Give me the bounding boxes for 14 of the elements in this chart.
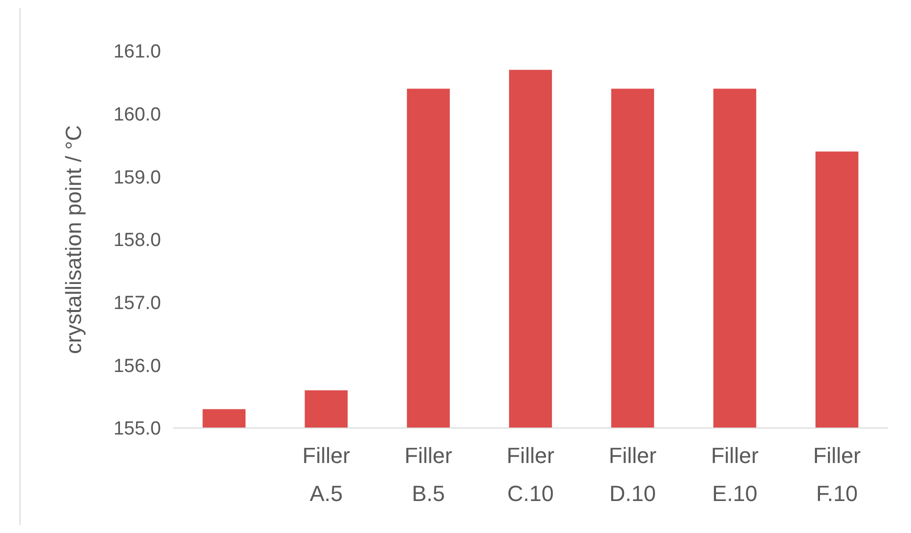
- y-tick-label: 158.0: [113, 230, 161, 252]
- x-tick-label: Filler B.5: [404, 443, 452, 506]
- x-tick-label: Filler E.10: [710, 443, 759, 506]
- y-tick-label: 155.0: [113, 418, 161, 440]
- y-tick-label: 161.0: [113, 42, 161, 63]
- y-axis-title: crystallisation point / °C: [61, 124, 86, 354]
- x-tick-label: Filler D.10: [608, 443, 656, 506]
- y-tick-label: 157.0: [113, 292, 161, 314]
- x-tick-label: Filler F.10: [813, 443, 861, 506]
- y-tick-label: 156.0: [113, 356, 161, 377]
- x-tick-label: Filler A.5: [302, 443, 350, 506]
- y-tick-label: 159.0: [113, 167, 161, 188]
- y-tick-label: 160.0: [113, 104, 161, 126]
- x-tick-label: Filler C.10: [506, 443, 554, 506]
